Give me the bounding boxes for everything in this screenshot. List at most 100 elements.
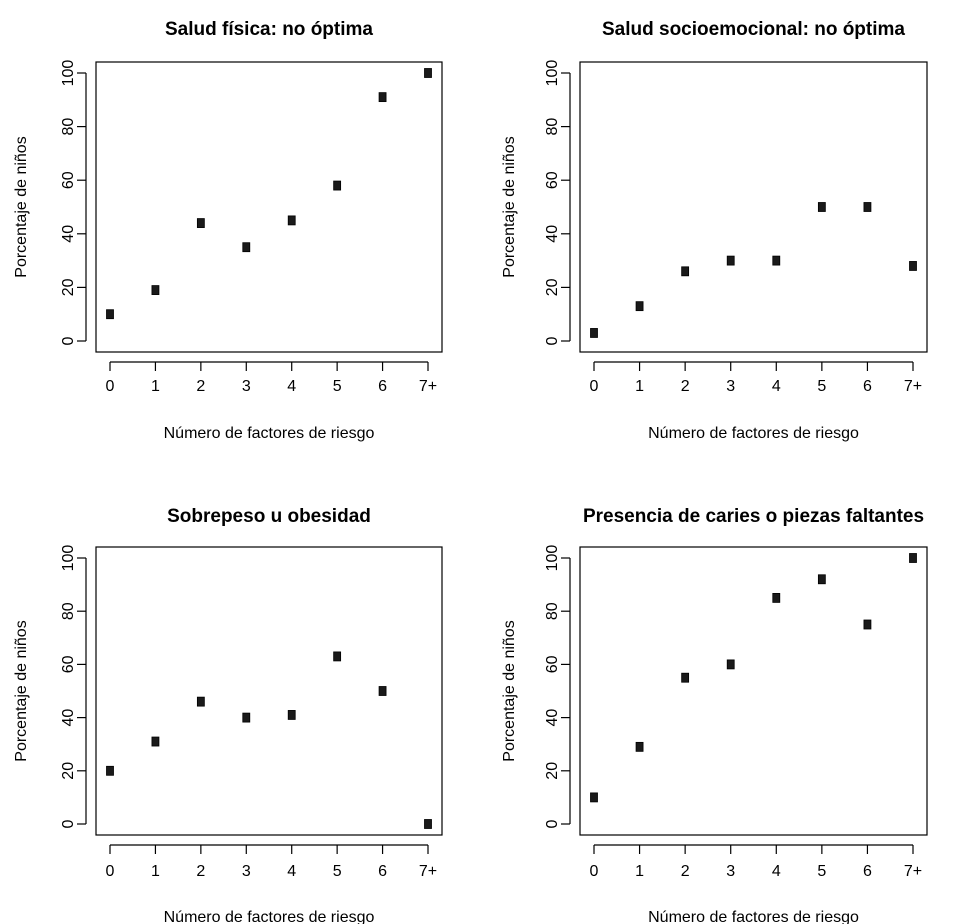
data-point [863,202,872,212]
y-axis-label: Porcentaje de niños [13,136,30,277]
x-tick-label: 4 [287,863,296,880]
y-tick-label: 40 [60,225,77,243]
y-axis-label: Porcentaje de niños [501,136,518,277]
x-tick-label: 7+ [419,863,437,880]
data-point [909,261,917,271]
data-point [681,672,690,683]
data-point [726,659,735,670]
x-tick-label: 6 [378,863,387,880]
y-axis-label: Porcentaje de niños [501,620,518,761]
data-point [196,218,205,228]
data-point [635,741,644,752]
chart-title: Sobrepeso u obesidad [167,506,371,527]
x-tick-label: 1 [635,863,644,880]
data-point [635,301,644,312]
y-tick-label: 80 [544,118,561,136]
x-tick-label: 3 [242,863,251,880]
x-tick-label: 2 [196,378,205,395]
data-point [817,202,826,212]
data-point [424,68,432,78]
x-tick-label: 7+ [904,863,922,880]
data-point [287,710,296,720]
data-point [106,309,114,320]
y-tick-label: 60 [544,171,561,189]
x-tick-label: 7+ [419,378,437,395]
x-tick-label: 3 [242,378,251,395]
data-point [106,765,114,776]
data-point [424,819,432,829]
y-tick-label: 80 [60,118,77,136]
data-point [151,736,160,747]
panel-1: Salud física: no óptima 0 1 2 3 4 5 6 7+ Número d… [13,19,443,442]
x-tick-label: 1 [151,863,160,880]
chart-title: Salud física: no óptima [165,19,373,40]
y-tick-label: 20 [60,762,77,780]
y-tick-label: 100 [60,545,77,572]
data-point [726,255,735,266]
y-tick-label: 0 [60,819,77,828]
x-axis-label: Número de factores de riesgo [164,425,375,442]
data-point [772,593,781,603]
x-axis-label: Número de factores de riesgo [648,909,859,924]
y-tick-label: 60 [60,655,77,673]
data-point [863,619,872,630]
data-point [287,215,296,226]
y-tick-label: 60 [60,171,77,189]
x-tick-label: 6 [863,378,872,395]
x-tick-label: 5 [817,378,826,395]
x-tick-label: 1 [635,378,644,395]
x-tick-label: 4 [287,378,296,395]
x-tick-label: 2 [196,863,205,880]
x-tick-label: 4 [772,863,781,880]
data-point [590,328,598,338]
data-point [378,92,387,103]
x-tick-label: 1 [151,378,160,395]
plot-frame [95,546,443,836]
chart-title: Salud socioemocional: no óptima [602,19,905,40]
x-axis-label: Número de factores de riesgo [648,425,859,442]
data-point [817,574,826,585]
x-tick-label: 3 [726,378,735,395]
panel-2: Salud socioemocional: no óptima 0 1 2 3 4 5 6 7+… [501,19,928,442]
x-tick-label: 2 [681,378,690,395]
y-tick-label: 80 [544,602,561,620]
data-point [242,242,251,253]
y-tick-label: 100 [544,545,561,572]
y-tick-label: 40 [544,709,561,727]
x-tick-label: 4 [772,378,781,395]
data-point [378,686,387,696]
data-point [772,255,781,266]
panel-4: Presencia de caries o piezas faltantes 0 1… [501,506,928,924]
data-point [242,712,251,723]
data-point [590,792,598,803]
y-tick-label: 20 [544,278,561,296]
y-tick-label: 60 [544,655,561,673]
x-tick-label: 6 [378,378,387,395]
x-tick-label: 5 [333,863,342,880]
data-point [196,696,205,707]
x-axis-label: Número de factores de riesgo [164,909,375,924]
x-tick-label: 3 [726,863,735,880]
x-tick-label: 5 [333,378,342,395]
chart-title: Presencia de caries o piezas faltantes [583,506,924,527]
y-tick-label: 20 [544,762,561,780]
x-tick-label: 0 [106,378,115,395]
y-tick-label: 40 [544,225,561,243]
data-point [151,285,160,295]
y-tick-label: 100 [60,60,77,87]
x-tick-label: 7+ [904,378,922,395]
data-point [333,180,342,191]
y-tick-label: 0 [544,819,561,828]
data-point [333,651,342,662]
x-tick-label: 6 [863,863,872,880]
y-axis-label: Porcentaje de niños [13,620,30,761]
data-point [909,553,917,563]
x-tick-label: 0 [106,863,115,880]
data-point [681,266,690,277]
plot-frame [579,546,928,836]
y-tick-label: 100 [544,60,561,87]
y-tick-label: 0 [544,336,561,345]
x-tick-label: 0 [590,863,599,880]
x-tick-label: 2 [681,863,690,880]
